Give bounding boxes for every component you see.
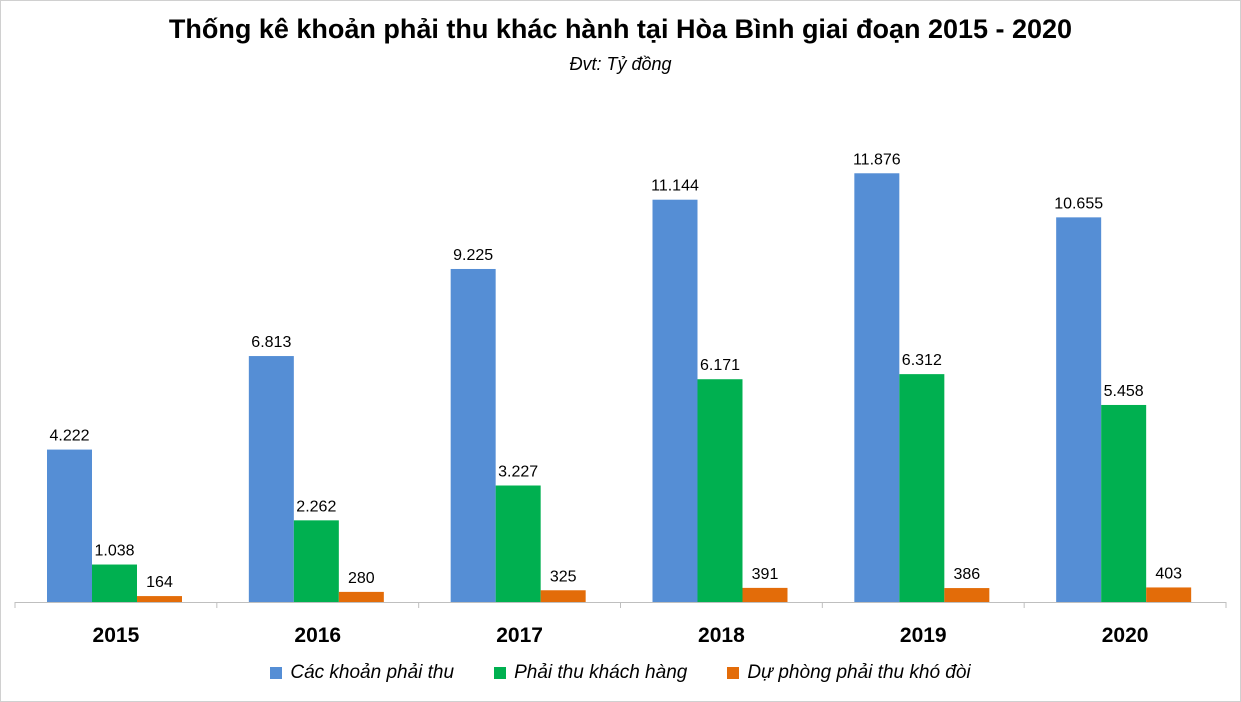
legend-item-customer-receivables: Phải thu khách hàng <box>494 662 687 684</box>
legend-swatch-doubtful-provision <box>727 667 740 679</box>
legend-swatch-receivables <box>270 667 283 679</box>
data-label-doubtful-provision-2020: 403 <box>1155 565 1182 582</box>
legend-label-receivables: Các khoản phải thu <box>290 662 455 683</box>
legend-swatch-customer-receivables <box>494 667 507 679</box>
data-label-customer-receivables-2020: 5.458 <box>1104 383 1144 400</box>
data-label-customer-receivables-2015: 1.038 <box>94 543 134 560</box>
data-label-doubtful-provision-2019: 386 <box>953 566 980 583</box>
legend-label-customer-receivables: Phải thu khách hàng <box>514 662 688 683</box>
data-label-receivables-2016: 6.813 <box>251 334 291 351</box>
data-label-doubtful-provision-2018: 391 <box>752 566 779 583</box>
bar-customer-receivables-2020 <box>1101 404 1147 602</box>
bar-receivables-2015 <box>47 449 92 602</box>
bar-customer-receivables-2018 <box>697 379 743 602</box>
legend: Các khoản phải thu Phải thu khách hàng D… <box>0 662 1241 684</box>
bar-customer-receivables-2019 <box>899 374 945 602</box>
bar-doubtful-provision-2020 <box>1146 587 1192 602</box>
category-label-2018: 2018 <box>698 624 745 647</box>
bar-doubtful-provision-2016 <box>338 591 384 602</box>
category-label-2020: 2020 <box>1102 624 1149 647</box>
bar-receivables-2016 <box>248 356 294 602</box>
data-label-doubtful-provision-2015: 164 <box>146 574 173 591</box>
data-label-customer-receivables-2019: 6.312 <box>902 352 942 369</box>
data-label-receivables-2017: 9.225 <box>453 247 493 264</box>
legend-item-doubtful-provision: Dự phòng phải thu khó đòi <box>727 662 971 684</box>
chart-title: Thống kê khoản phải thu khác hành tại Hò… <box>168 14 1073 44</box>
bar-customer-receivables-2016 <box>293 520 339 602</box>
bar-customer-receivables-2017 <box>495 485 541 602</box>
category-label-2016: 2016 <box>294 624 341 647</box>
legend-label-doubtful-provision: Dự phòng phải thu khó đòi <box>747 662 971 683</box>
data-label-receivables-2019: 11.876 <box>853 151 901 168</box>
bar-receivables-2017 <box>450 268 496 602</box>
bar-receivables-2018 <box>652 199 698 602</box>
data-label-receivables-2020: 10.655 <box>1054 195 1103 212</box>
legend-item-receivables: Các khoản phải thu <box>270 662 454 684</box>
category-label-2019: 2019 <box>900 624 947 647</box>
data-label-customer-receivables-2017: 3.227 <box>498 464 538 481</box>
data-label-receivables-2015: 4.222 <box>49 428 89 445</box>
chart-subtitle: Đvt: Tỷ đồng <box>569 54 672 74</box>
category-label-2015: 2015 <box>93 624 140 647</box>
data-label-doubtful-provision-2016: 280 <box>348 570 375 587</box>
data-label-receivables-2018: 11.144 <box>651 178 699 195</box>
bar-doubtful-provision-2017 <box>540 590 586 602</box>
bar-doubtful-provision-2019 <box>944 588 990 602</box>
bar-customer-receivables-2015 <box>92 564 137 602</box>
data-label-customer-receivables-2016: 2.262 <box>296 498 336 515</box>
category-label-2017: 2017 <box>496 624 543 647</box>
data-label-doubtful-provision-2017: 325 <box>550 568 577 585</box>
bar-receivables-2019 <box>854 173 900 602</box>
data-label-customer-receivables-2018: 6.171 <box>700 357 740 374</box>
bar-doubtful-provision-2015 <box>137 596 182 602</box>
bar-receivables-2020 <box>1056 217 1102 603</box>
bar-doubtful-provision-2018 <box>742 587 788 602</box>
